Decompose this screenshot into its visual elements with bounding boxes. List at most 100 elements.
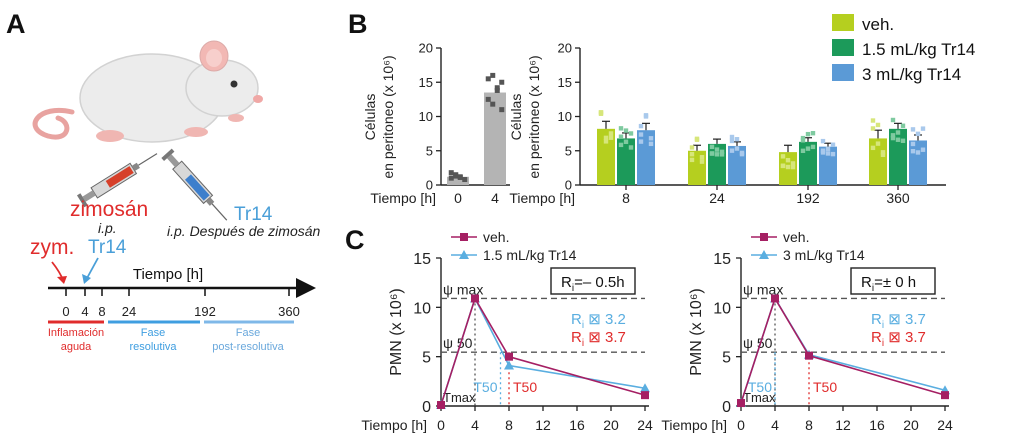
b2-point (689, 145, 695, 150)
phase-resolution-line1: Fase (141, 327, 165, 339)
c-point-tr14 (640, 383, 650, 393)
b2-point (785, 158, 791, 163)
c-psi-50-label: ψ 50 (443, 335, 473, 351)
b1-point (453, 173, 459, 179)
c-point-veh (641, 391, 649, 400)
tr14-label-2: Tr14 (234, 204, 273, 225)
c-t50-red-label: T50 (813, 379, 837, 395)
c-ri-blue: Ri ⊠ 3.2 (571, 311, 626, 331)
b1-point (448, 170, 454, 176)
legend-label-tr14-3: 3 mL/kg Tr14 (862, 65, 961, 84)
c-ri-box (550, 267, 636, 295)
c-point-veh (771, 294, 779, 303)
b2-point (618, 142, 624, 148)
b2-point (825, 151, 831, 156)
c-psi-max-label: ψ max (743, 281, 783, 297)
b2-point (800, 135, 806, 141)
b2-point (800, 148, 806, 154)
b1-chart: 0 5 10 15 20 0 4 Células en peritoneo (x 10⁶)… (362, 41, 510, 206)
c-point-veh (805, 351, 813, 360)
c-legend-marker-tr14 (759, 250, 769, 259)
syringe-tr14-icon (161, 148, 228, 221)
b2-ytick-label: 20 (558, 41, 572, 56)
c-xtick-label: 20 (603, 417, 619, 433)
b2-xlabel: Tiempo [h] (509, 190, 575, 206)
b1-point (485, 96, 491, 102)
b2-point (623, 128, 629, 133)
b1-point (457, 174, 463, 180)
b2-point (880, 152, 886, 157)
c-xtick-label: 8 (805, 417, 813, 433)
timeline-tick-0: 0 (62, 304, 69, 319)
b2-point (875, 122, 881, 128)
c-xtick-label: 24 (937, 417, 953, 433)
b2-point (830, 142, 836, 147)
syringe-zymosan-icon (76, 153, 158, 208)
b1-ylabel-line2: en peritoneo (x 10⁶) (380, 55, 396, 178)
c-xtick-label: 4 (771, 417, 779, 433)
b1-point (499, 79, 505, 85)
b2-point (618, 134, 624, 139)
b2-point (709, 144, 715, 150)
tr14-label-1: Tr14 (88, 237, 127, 258)
b2-point (900, 138, 906, 143)
c-legend-marker-tr14 (459, 250, 469, 259)
c-xtick-label: 4 (471, 417, 479, 433)
timeline-ticks (65, 288, 290, 296)
b2-point (739, 150, 745, 156)
b2-point (805, 146, 811, 151)
b2-point (603, 135, 609, 141)
c-ytick-label: 0 (722, 399, 731, 416)
c-ytick-label: 10 (713, 300, 731, 317)
c-xlabel: Tiempo [h] (661, 417, 727, 433)
c-ri-box (850, 267, 936, 295)
b1-point (485, 76, 491, 82)
c-point-tr14 (504, 360, 514, 370)
b1-point (462, 177, 468, 183)
c-tmax-label: Tmax (743, 390, 776, 405)
b2-xtick-label: 8 (622, 190, 630, 206)
b2-point (729, 138, 735, 144)
c-psi-50-label: ψ 50 (743, 335, 773, 351)
c-legend-label-tr14: 3 mL/kg Tr14 (783, 247, 865, 263)
b2-point (729, 134, 735, 140)
b2-point (694, 137, 700, 142)
b2-bar (869, 138, 887, 185)
c-xlabel: Tiempo [h] (361, 417, 427, 433)
b2-point (643, 114, 649, 119)
c-t50-red-label: T50 (513, 379, 537, 395)
b2-point (608, 135, 614, 140)
b2-point (910, 127, 916, 132)
b1-ylabel-line1: Células (362, 94, 378, 141)
b2-point (890, 133, 896, 138)
mouse-illustration (32, 40, 263, 143)
b2-point (623, 139, 629, 144)
c-xtick-label: 0 (437, 417, 445, 433)
b2-ytick-label: 15 (558, 75, 572, 90)
b1-xtick-label: 0 (454, 190, 462, 206)
b2-ytick-label: 0 (565, 178, 572, 193)
b1-point (490, 72, 496, 78)
b2-point (699, 155, 705, 160)
c-tmax-label: Tmax (443, 390, 476, 405)
timeline-tick-192: 192 (194, 304, 216, 319)
c-legend-label-veh: veh. (783, 229, 809, 245)
b1-xlabel: Tiempo [h] (370, 190, 436, 206)
b2-xtick-label: 192 (796, 190, 820, 206)
zymosan-arrow (51, 261, 67, 284)
b-legend: veh. 1.5 mL/kg Tr14 3 mL/kg Tr14 (832, 14, 975, 84)
c-t50-blue-label: T50 (748, 379, 772, 395)
b2-ytick-label: 10 (558, 109, 572, 124)
b2-point (870, 118, 876, 123)
c-point-veh (505, 352, 513, 361)
b2-point (895, 137, 901, 142)
b2-point (820, 138, 826, 144)
b2-point (638, 132, 644, 137)
timeline-title: Tiempo [h] (133, 266, 203, 283)
b2-point (729, 148, 735, 153)
phase-post-line1: Fase (236, 327, 260, 339)
c-legend-label-veh: veh. (483, 229, 509, 245)
b2-point (785, 164, 791, 170)
b2-ytick-label: 5 (565, 143, 572, 158)
b1-bar (484, 92, 506, 185)
